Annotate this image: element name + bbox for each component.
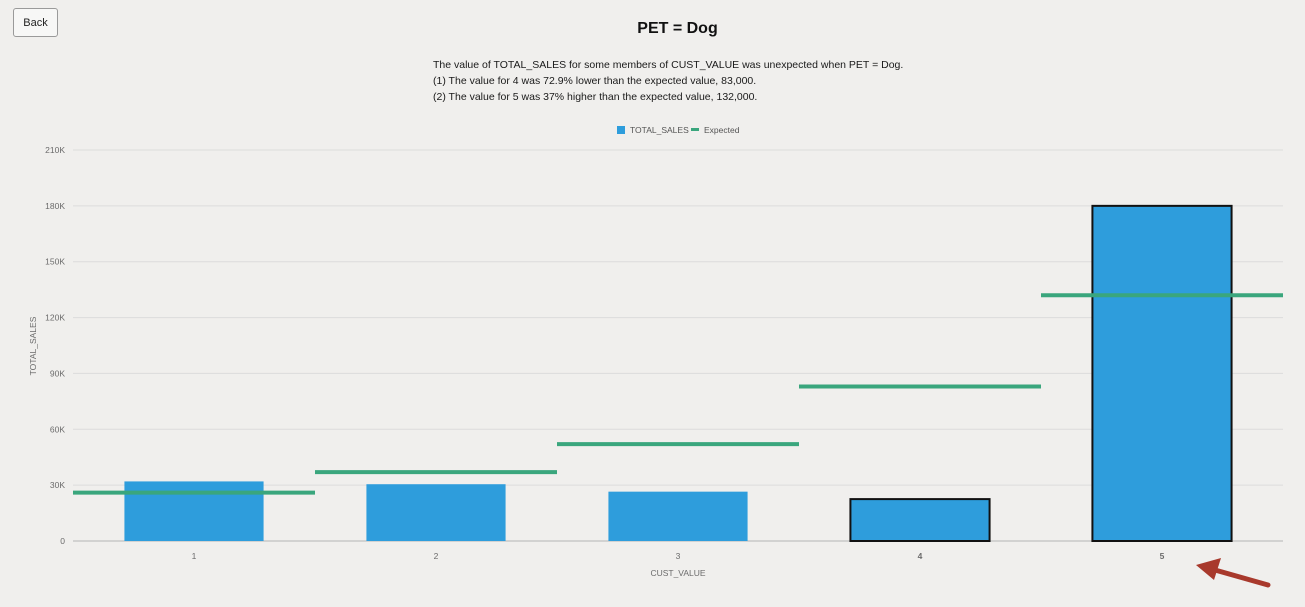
y-tick-label: 0 (60, 536, 65, 546)
summary-line: (1) The value for 4 was 72.9% lower than… (433, 75, 757, 87)
x-tick-label: 4 (918, 551, 923, 561)
summary-line: The value of TOTAL_SALES for some member… (433, 59, 904, 71)
expected-layer (73, 293, 1283, 495)
y-tick-label: 60K (50, 424, 65, 434)
y-tick-label: 210K (45, 145, 65, 155)
legend[interactable]: TOTAL_SALES Expected (617, 125, 740, 135)
x-axis-title: CUST_VALUE (650, 568, 705, 578)
x-tick-label: 5 (1160, 551, 1165, 561)
y-tick-label: 180K (45, 201, 65, 211)
x-tick-label: 3 (676, 551, 681, 561)
arrow-pointer-icon (1196, 558, 1271, 588)
x-axis-ticks: 1 2 3 4 5 (192, 551, 1165, 561)
y-tick-label: 120K (45, 313, 65, 323)
y-tick-label: 30K (50, 480, 65, 490)
legend-swatch-expected (691, 128, 699, 131)
bar-5[interactable] (1091, 204, 1233, 542)
x-tick-label: 2 (434, 551, 439, 561)
x-tick-label: 1 (192, 551, 197, 561)
bar-2[interactable] (366, 484, 506, 541)
summary-line: (2) The value for 5 was 37% higher than … (433, 91, 758, 103)
bar-1[interactable] (124, 481, 264, 541)
y-tick-label: 90K (50, 368, 65, 378)
arrow-shaft (1212, 567, 1271, 588)
y-tick-label: 150K (45, 257, 65, 267)
legend-label-expected[interactable]: Expected (704, 125, 740, 135)
bar-3[interactable] (608, 491, 748, 541)
arrow-head (1196, 558, 1221, 580)
legend-swatch-total-sales (617, 126, 625, 134)
legend-label-total-sales[interactable]: TOTAL_SALES (630, 125, 689, 135)
anomaly-summary: The value of TOTAL_SALES for some member… (433, 57, 903, 105)
back-button[interactable]: Back (13, 8, 58, 37)
y-axis-title: TOTAL_SALES (28, 316, 38, 375)
page-title: PET = Dog (637, 20, 718, 37)
bar-4[interactable] (849, 498, 991, 543)
y-axis-ticks: 0 30K 60K 90K 120K 150K 180K 210K (45, 145, 65, 546)
